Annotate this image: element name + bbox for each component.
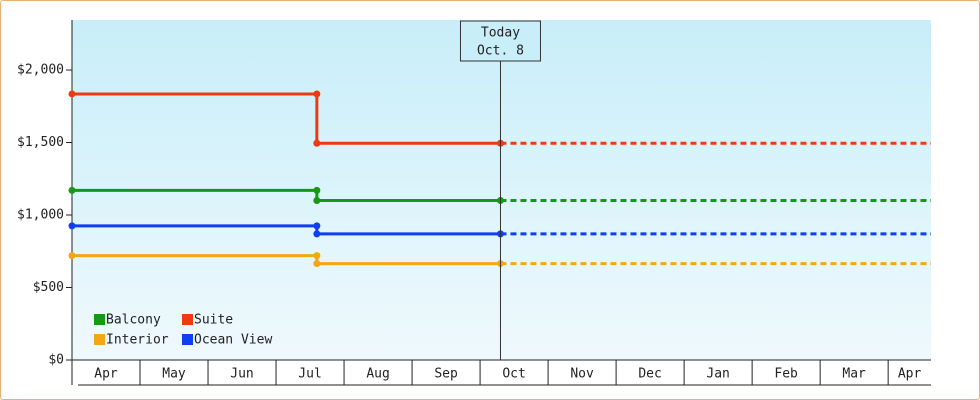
series-line bbox=[72, 224, 501, 236]
x-tick-label: Dec bbox=[638, 367, 661, 382]
annotation-text: Today bbox=[481, 26, 520, 41]
x-tick-label: Jul bbox=[298, 367, 321, 382]
x-tick-label: Apr bbox=[94, 367, 118, 382]
point bbox=[68, 90, 76, 98]
point bbox=[313, 260, 321, 268]
point bbox=[68, 186, 76, 194]
x-tick-label: Aug bbox=[366, 367, 389, 382]
x-tick-label: Jun bbox=[230, 367, 253, 382]
y-tick-label: $2,000 bbox=[17, 63, 64, 78]
x-tick-label: Jan bbox=[706, 367, 729, 382]
legend-label: Suite bbox=[194, 313, 233, 328]
x-tick-label: Apr bbox=[898, 367, 922, 382]
point bbox=[68, 222, 76, 230]
x-tick-label: Sep bbox=[434, 367, 458, 382]
series-line bbox=[72, 188, 501, 203]
x-tick-label: May bbox=[162, 367, 186, 382]
point bbox=[313, 139, 321, 147]
series-line bbox=[72, 254, 501, 266]
legend-label: Interior bbox=[106, 333, 169, 348]
legend-swatch bbox=[182, 314, 193, 325]
point bbox=[313, 230, 321, 238]
legend-swatch bbox=[182, 334, 193, 345]
annotation-box bbox=[459, 20, 541, 62]
point bbox=[313, 197, 321, 205]
point bbox=[313, 252, 321, 260]
y-tick-label: $500 bbox=[33, 280, 64, 295]
x-tick-label: Nov bbox=[570, 367, 594, 382]
point bbox=[313, 186, 321, 194]
y-tick-label: $0 bbox=[48, 353, 64, 368]
series-line bbox=[72, 92, 501, 145]
legend-label: Ocean View bbox=[194, 333, 272, 348]
point bbox=[68, 252, 76, 260]
legend-label: Balcony bbox=[106, 313, 161, 328]
y-tick-label: $1,500 bbox=[17, 135, 64, 150]
x-tick-label: Mar bbox=[842, 367, 866, 382]
x-tick-label: Feb bbox=[774, 367, 798, 382]
point bbox=[313, 90, 321, 98]
y-tick-label: $1,000 bbox=[17, 208, 64, 223]
x-tick-label: Oct bbox=[502, 367, 525, 382]
legend-swatch bbox=[94, 334, 105, 345]
annotation-text: Oct. 8 bbox=[477, 44, 524, 59]
point bbox=[313, 222, 321, 230]
legend-swatch bbox=[94, 314, 105, 325]
